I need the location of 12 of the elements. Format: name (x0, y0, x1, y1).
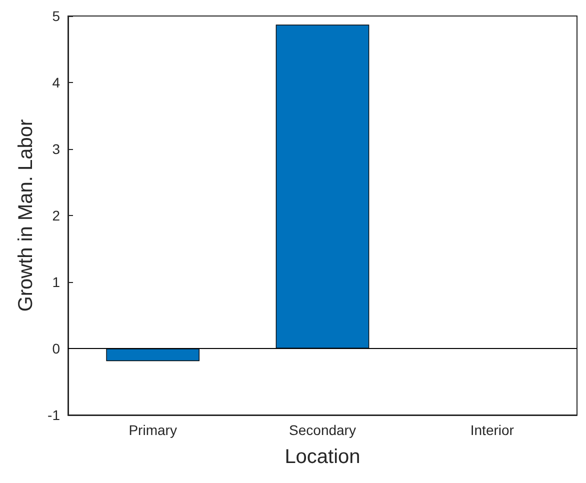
x-axis-title: Location (284, 446, 360, 468)
x-tick-label: Primary (128, 422, 177, 438)
y-tick-label: 5 (52, 8, 60, 24)
x-tick-label: Secondary (289, 422, 356, 438)
x-tick-label: Interior (470, 422, 514, 438)
y-tick-label: 0 (52, 340, 60, 356)
y-tick-label: 3 (52, 141, 60, 157)
y-tick-label: 2 (52, 208, 60, 224)
y-tick-label: 4 (52, 74, 60, 90)
y-axis-title: Growth in Man. Labor (15, 119, 37, 312)
y-tick-label: 1 (52, 274, 60, 290)
y-tick-label: -1 (48, 407, 60, 423)
